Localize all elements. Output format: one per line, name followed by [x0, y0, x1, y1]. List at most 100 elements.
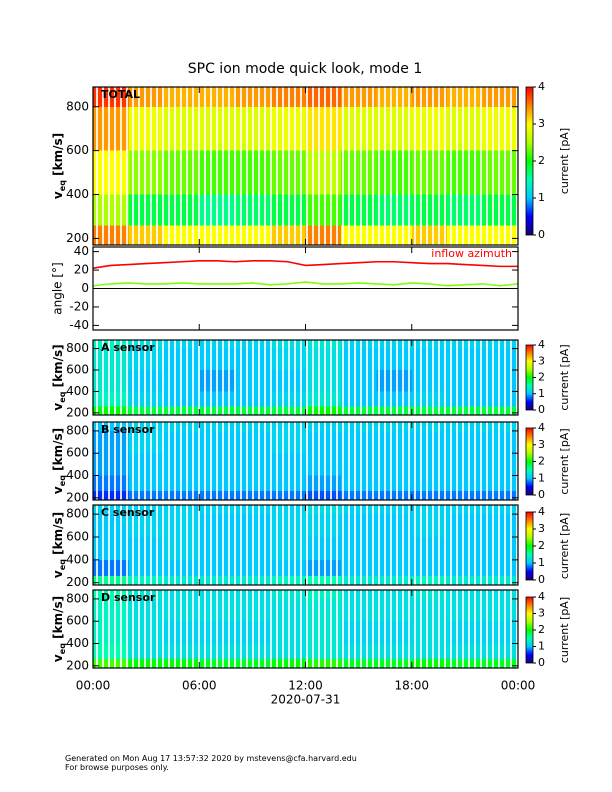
colorbar-tick-label: 0 [538, 488, 545, 501]
y-axis-label: veq [km/s] [51, 344, 68, 410]
y-axis-label-part: eq [58, 643, 67, 654]
x-tick-label: 00:00 [76, 679, 111, 693]
y-axis-label-part: [km/s] [51, 428, 65, 475]
colorbar-label: current [pA] [558, 597, 571, 663]
y-axis-label-part: [km/s] [51, 344, 65, 391]
plot-frame [92, 86, 519, 246]
y-tick-label: 800 [66, 99, 89, 113]
y-axis-label: veq [km/s] [51, 428, 68, 494]
stripe-overlay [93, 87, 518, 245]
colorbar-tick-label: 2 [538, 154, 545, 167]
colorbar-tick-label: 2 [538, 455, 545, 468]
colorbar-tick-label: 4 [538, 421, 545, 434]
colorbar-tick-label: 4 [538, 338, 545, 351]
stripe-overlay [93, 590, 518, 668]
panel: A sensor 0 1 2 3 4 current [pA] veq [km/s]200 40… [51, 338, 572, 419]
y-axis-label-part: [km/s] [51, 133, 65, 180]
colorbar-tick-label: 4 [538, 590, 545, 603]
y-tick-label: 400 [66, 384, 89, 398]
y-axis-label-part: v [51, 570, 65, 578]
colorbar-tick-label: 1 [538, 191, 545, 204]
colorbar-tick-label: 3 [538, 354, 545, 367]
panel-label: D sensor [101, 591, 156, 604]
y-axis-label-part: v [51, 486, 65, 494]
colorbar-tick-label: 1 [538, 556, 545, 569]
colorbar-tick-label: 3 [538, 117, 545, 130]
y-axis-label-part: v [51, 403, 65, 411]
y-axis-label-part: v [51, 191, 65, 199]
colorbar-label: current [pA] [558, 128, 571, 194]
colorbar [525, 344, 534, 411]
y-tick-label: 600 [66, 530, 89, 544]
y-axis-label: angle [°] [51, 262, 65, 314]
footer: Generated on Mon Aug 17 13:57:32 2020 by… [65, 754, 357, 763]
colorbar-tick-label: 0 [538, 573, 545, 586]
y-tick-label: 200 [66, 405, 89, 419]
y-axis-label-part: eq [58, 559, 67, 570]
y-tick-label: 200 [66, 231, 89, 245]
panel: TOTAL 0 1 2 3 4 current [pA] veq [km/s] 200 400 60… [51, 80, 571, 246]
colorbar-tick-label: 3 [538, 522, 545, 535]
y-axis-label-part: v [51, 654, 65, 662]
colorbar-tick-label: 2 [538, 371, 545, 384]
panel: inflow azimuth angle [°] -40 -20 0 20 40 [51, 244, 519, 332]
colorbar-tick-label: 1 [538, 471, 545, 484]
y-tick-label: 600 [66, 446, 89, 460]
stripe-overlay [93, 340, 518, 415]
chart-title: SPC ion mode quick look, mode 1 [188, 61, 422, 77]
colorbar [525, 86, 534, 236]
x-tick-label: 06:00 [182, 679, 217, 693]
y-tick-label: 40 [74, 244, 89, 258]
y-axis-label-part: [km/s] [51, 596, 65, 643]
colorbar-tick-label: 4 [538, 80, 545, 93]
y-tick-label: 400 [66, 187, 89, 201]
colorbar [525, 427, 534, 496]
y-axis-label-part: eq [58, 180, 67, 191]
colorbar-label: current [pA] [558, 344, 571, 410]
line-series [92, 281, 519, 287]
colorbar-tick-label: 3 [538, 607, 545, 620]
y-tick-label: 200 [66, 658, 89, 672]
panel-label: B sensor [101, 423, 155, 436]
colorbar-label: current [pA] [558, 428, 571, 494]
stripe-overlay [93, 505, 518, 585]
colorbar-tick-label: 4 [538, 505, 545, 518]
plot-frame [92, 339, 519, 416]
panel-label: TOTAL [101, 88, 140, 101]
y-axis-label: veq [km/s] [51, 512, 68, 578]
y-tick-label: 400 [66, 552, 89, 566]
footer: For browse purposes only. [65, 763, 169, 772]
colorbar-tick-label: 1 [538, 640, 545, 653]
colorbar-tick-label: 2 [538, 539, 545, 552]
y-tick-label: 800 [66, 341, 89, 355]
line-series [92, 260, 518, 270]
y-tick-label: 800 [66, 507, 89, 521]
x-tick-label: 18:00 [394, 679, 429, 693]
y-tick-label: 600 [66, 143, 89, 157]
panel-label: A sensor [101, 341, 155, 354]
y-axis-label-part: eq [58, 475, 67, 486]
colorbar-tick-label: 0 [538, 656, 545, 669]
x-tick-label: 12:00 [288, 679, 323, 693]
colorbar [525, 596, 534, 664]
colorbar-tick-label: 0 [538, 403, 545, 416]
y-axis-label-part: eq [58, 391, 67, 402]
y-tick-label: 0 [81, 281, 89, 295]
y-axis-label-part: [km/s] [51, 512, 65, 559]
colorbar-tick-label: 3 [538, 438, 545, 451]
plot-frame [92, 246, 519, 331]
stripe-overlay [93, 422, 518, 500]
y-tick-label: 800 [66, 423, 89, 437]
y-tick-label: 20 [74, 263, 89, 277]
y-tick-label: 800 [66, 591, 89, 605]
colorbar [525, 511, 534, 581]
plot-frame [92, 504, 519, 586]
y-axis-label: veq [km/s] [51, 133, 68, 199]
y-tick-label: 400 [66, 636, 89, 650]
y-tick-label: 600 [66, 614, 89, 628]
y-tick-label: 200 [66, 575, 89, 589]
